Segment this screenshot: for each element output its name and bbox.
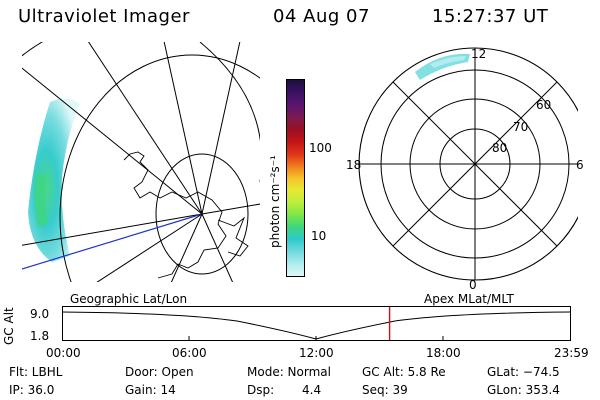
gcalt-status: GC Alt: 5.8 Re bbox=[362, 365, 446, 379]
dsp-label: Dsp: bbox=[247, 383, 275, 397]
geographic-label: Geographic Lat/Lon bbox=[70, 292, 188, 306]
altitude-timeline bbox=[62, 306, 572, 341]
door-status: Door: Open bbox=[125, 365, 194, 379]
coastline bbox=[123, 151, 227, 279]
colorbar-tick-100: 100 bbox=[309, 141, 332, 155]
mode-status: Mode: Normal bbox=[247, 365, 331, 379]
timeline-ylabel: GC Alt bbox=[2, 307, 16, 345]
mlt-label-0: 0 bbox=[469, 278, 477, 292]
mlat-label-60: 60 bbox=[536, 98, 552, 112]
gain-status: Gain: 14 bbox=[125, 383, 176, 397]
timeline-xtick-0000: 00:00 bbox=[46, 346, 81, 360]
timeline-ytick-9: 9.0 bbox=[30, 307, 50, 321]
timeline-xtick-1200: 12:00 bbox=[299, 346, 334, 360]
timeline-xtick-2359: 23:59 bbox=[554, 346, 589, 360]
date-label: 04 Aug 07 bbox=[273, 6, 370, 27]
filter-status: Flt: LBHL bbox=[9, 365, 63, 379]
colorbar-units: photon cm⁻²s⁻¹ bbox=[268, 155, 282, 248]
timeline-xtick-1800: 18:00 bbox=[426, 346, 461, 360]
time-label: 15:27:37 UT bbox=[432, 6, 549, 27]
mlat-label-70: 70 bbox=[513, 120, 529, 134]
geographic-map bbox=[22, 42, 260, 282]
mlt-label-6: 6 bbox=[576, 158, 584, 172]
apex-label: Apex MLat/MLT bbox=[424, 292, 514, 306]
ip-status: IP: 36.0 bbox=[9, 383, 55, 397]
mlt-label-12: 12 bbox=[471, 47, 487, 61]
colorbar bbox=[286, 79, 305, 277]
seq-status: Seq: 39 bbox=[362, 383, 408, 397]
instrument-title: Ultraviolet Imager bbox=[18, 6, 190, 27]
timeline-xtick-0600: 06:00 bbox=[172, 346, 207, 360]
colorbar-tick-10: 10 bbox=[311, 229, 327, 243]
timeline-ytick-1.8: 1.8 bbox=[30, 329, 50, 343]
mlt-label-18: 18 bbox=[346, 158, 362, 172]
polar-plot bbox=[358, 47, 578, 281]
glat-status: GLat: −74.5 bbox=[487, 365, 560, 379]
altitude-curve bbox=[62, 311, 572, 340]
glon-status: GLon: 353.4 bbox=[487, 383, 560, 397]
dsp-value: 4.4 bbox=[302, 383, 322, 397]
mlat-label-80: 80 bbox=[492, 141, 508, 155]
